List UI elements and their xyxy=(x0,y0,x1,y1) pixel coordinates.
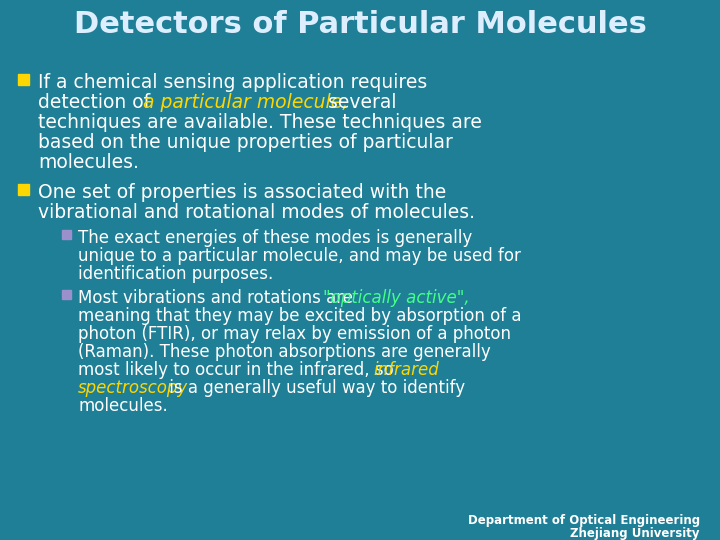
Text: Detectors of Particular Molecules: Detectors of Particular Molecules xyxy=(73,10,647,39)
Text: "optically active",: "optically active", xyxy=(323,289,469,307)
Text: identification purposes.: identification purposes. xyxy=(78,265,274,283)
Text: Most vibrations and rotations are: Most vibrations and rotations are xyxy=(78,289,359,307)
Text: (Raman). These photon absorptions are generally: (Raman). These photon absorptions are ge… xyxy=(78,343,491,361)
Bar xyxy=(62,290,71,299)
Text: If a chemical sensing application requires: If a chemical sensing application requir… xyxy=(38,73,427,92)
Text: molecules.: molecules. xyxy=(38,153,139,172)
Bar xyxy=(62,230,71,239)
Bar xyxy=(18,184,29,195)
Text: several: several xyxy=(322,93,396,112)
Text: techniques are available. These techniques are: techniques are available. These techniqu… xyxy=(38,113,482,132)
Text: The exact energies of these modes is generally: The exact energies of these modes is gen… xyxy=(78,229,472,247)
Text: most likely to occur in the infrared, so: most likely to occur in the infrared, so xyxy=(78,361,399,379)
Text: One set of properties is associated with the: One set of properties is associated with… xyxy=(38,183,446,202)
Text: is a generally useful way to identify: is a generally useful way to identify xyxy=(164,379,466,397)
Text: a particular molecule,: a particular molecule, xyxy=(143,93,348,112)
Bar xyxy=(18,74,29,85)
Text: Zhejiang University: Zhejiang University xyxy=(570,527,700,540)
Text: unique to a particular molecule, and may be used for: unique to a particular molecule, and may… xyxy=(78,247,521,265)
Text: meaning that they may be excited by absorption of a: meaning that they may be excited by abso… xyxy=(78,307,521,325)
Text: based on the unique properties of particular: based on the unique properties of partic… xyxy=(38,133,453,152)
Text: detection of: detection of xyxy=(38,93,156,112)
Text: vibrational and rotational modes of molecules.: vibrational and rotational modes of mole… xyxy=(38,203,475,222)
Text: spectroscopy: spectroscopy xyxy=(78,379,188,397)
Text: infrared: infrared xyxy=(373,361,439,379)
Text: photon (FTIR), or may relax by emission of a photon: photon (FTIR), or may relax by emission … xyxy=(78,325,511,343)
Text: Department of Optical Engineering: Department of Optical Engineering xyxy=(468,514,700,527)
Text: molecules.: molecules. xyxy=(78,397,168,415)
